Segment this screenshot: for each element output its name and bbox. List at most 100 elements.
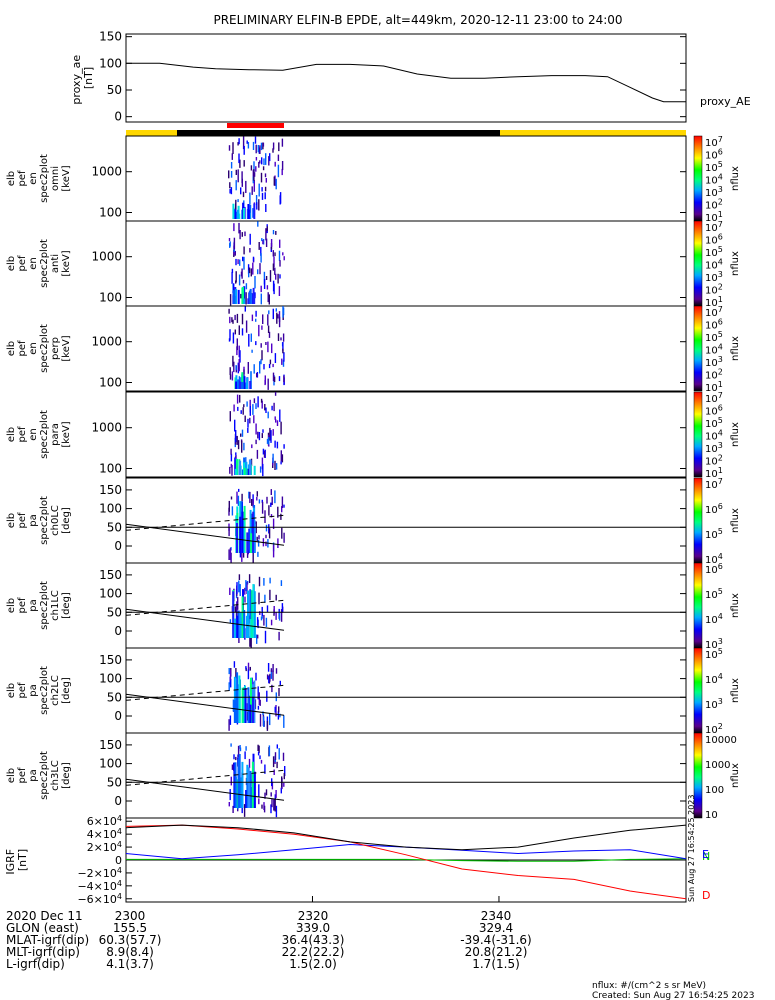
spectrogram-cell — [281, 454, 284, 463]
spectrogram-cell — [270, 619, 273, 626]
spectrogram-cell — [274, 460, 276, 470]
spectrogram-cell — [257, 540, 260, 547]
spectrogram-cell — [266, 496, 268, 504]
spectrogram-cell — [272, 453, 274, 463]
spectrogram-cell — [228, 527, 230, 537]
panel-frame — [125, 562, 687, 649]
spectrogram-cell — [268, 505, 270, 516]
spectrogram-cell — [238, 345, 240, 358]
colorbar — [693, 477, 703, 564]
spectrogram-cell — [235, 756, 237, 761]
ylabel-line: ch1LC — [50, 590, 61, 621]
colorbar — [693, 220, 703, 307]
ytick-label: 100 — [99, 206, 122, 220]
spectrogram-cell — [278, 631, 280, 641]
spectrogram-cell — [275, 231, 277, 235]
spectrogram-cell — [274, 392, 277, 396]
loss-cone-line — [125, 523, 285, 546]
xaxis-row-label: MLT-igrf(dip) — [6, 945, 80, 959]
spectrogram-cell — [272, 308, 274, 320]
spectrogram-cell — [239, 394, 241, 403]
spectrogram-cell — [263, 278, 266, 289]
spectrogram-cell — [239, 612, 242, 638]
loss-cone-line — [125, 778, 285, 801]
spectrogram-cell — [273, 799, 275, 811]
spectrogram-cell — [247, 662, 250, 672]
spectrogram-cell — [248, 574, 251, 583]
xaxis-row-value: 329.4 — [479, 921, 513, 935]
spectrogram-cell — [229, 294, 232, 306]
colorbar-tick-label: 10000 — [705, 735, 737, 746]
spectrogram-cell — [249, 406, 251, 416]
spectrogram-cell — [228, 549, 230, 560]
colorbar-label: nflux — [730, 763, 741, 788]
spectrogram-cell — [245, 615, 248, 638]
xaxis-row-value: 22.2(22.2) — [282, 945, 345, 959]
ylabel-line: pef — [17, 682, 28, 699]
spectrogram-cell — [229, 619, 232, 624]
spectrogram-cell — [233, 361, 235, 373]
spectrogram-cell — [264, 192, 266, 200]
spectrogram-cell — [249, 619, 252, 638]
ylabel-line: elb — [6, 256, 17, 271]
spectrogram-cell — [233, 223, 235, 232]
spectrogram-cell — [238, 679, 241, 723]
spectrogram-cell — [257, 744, 259, 751]
spectrogram-cell — [271, 496, 273, 505]
spectrogram-cell — [251, 314, 254, 322]
spectrogram-cell — [241, 552, 243, 562]
spectrogram-panel-3: 1000100elbpefenspec2plotpara[keV]1071061… — [6, 391, 741, 480]
spectrogram-cell — [243, 256, 245, 270]
spectrogram-cell — [255, 423, 257, 435]
spectrogram-cell — [233, 283, 235, 293]
spectrogram-cell — [244, 688, 247, 723]
spectrogram-cell — [255, 144, 257, 154]
spectrogram-cells — [228, 661, 285, 731]
spectrogram-cell — [235, 280, 237, 284]
igrf-ytick-label: 4×104 — [87, 827, 122, 841]
spectrogram-cell — [239, 350, 241, 363]
spectrogram-cell — [274, 490, 276, 504]
spectrogram-cell — [249, 248, 251, 253]
panel-ylabel: elbpefpaspec2plotch3LC[deg] — [6, 751, 72, 800]
spectrogram-cell — [239, 549, 242, 558]
spectrogram-cell — [260, 285, 262, 293]
spectrogram-cell — [277, 506, 279, 518]
spectrogram-cell — [242, 279, 245, 284]
spectrogram-cell — [230, 463, 232, 468]
spectrogram-cell — [265, 541, 267, 547]
spectrogram-cell — [252, 584, 255, 638]
colorbar-tick-label: 101 — [705, 380, 723, 394]
spectrogram-cell — [236, 604, 238, 617]
spectrogram-cell — [232, 142, 234, 154]
colorbar-tick-label: 106 — [705, 562, 723, 576]
spectrogram-cell — [237, 209, 239, 219]
spectrogram-cell — [249, 192, 251, 205]
igrf-ylabel-line2: [nT] — [16, 849, 29, 871]
spectrogram-cell — [247, 362, 249, 374]
colorbar-tick-label: 104 — [705, 672, 723, 686]
panel-ylabel: elbpefenspec2plotperp[keV] — [6, 324, 72, 373]
ytick-label: 150 — [99, 653, 122, 667]
colorbar-tick-label: 104 — [705, 552, 723, 566]
ytick-label: 1000 — [91, 165, 122, 179]
spectrogram-cell — [263, 364, 265, 370]
spectrogram-cell — [249, 666, 251, 671]
colorbar-tick-label: 106 — [705, 318, 723, 332]
spectrogram-cell — [237, 745, 240, 758]
spectrogram-cell — [230, 776, 232, 786]
spectrogram-cell — [250, 268, 252, 277]
spectrogram-cell — [272, 372, 275, 382]
spectrogram-cell — [235, 258, 237, 266]
ytick-label: 100 — [99, 376, 122, 390]
xaxis-row-value: 8.9(8.4) — [106, 945, 154, 959]
spectrogram-cell — [266, 438, 269, 444]
spectrogram-cell — [254, 276, 256, 289]
spectrogram-cell — [235, 381, 238, 389]
spectrogram-cell — [230, 448, 232, 455]
spectrogram-cell — [236, 346, 238, 356]
spectrogram-cell — [241, 596, 244, 638]
spectrogram-cell — [237, 379, 239, 389]
spectrogram-cell — [269, 589, 271, 601]
spectrogram-cell — [253, 203, 256, 219]
